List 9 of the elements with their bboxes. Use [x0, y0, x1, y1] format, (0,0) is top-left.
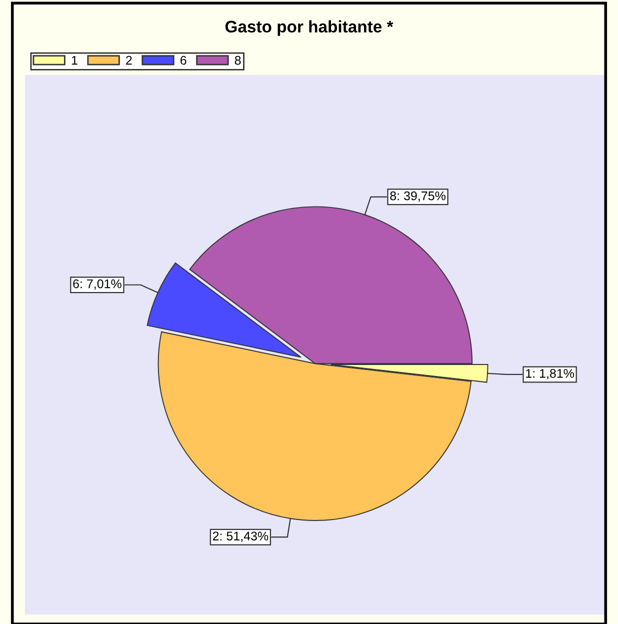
legend-label: 1	[72, 56, 78, 65]
data-label: 1: 1,81%	[526, 368, 574, 380]
data-label: 6: 7,01%	[73, 279, 122, 290]
chart-title: Gasto por habitante *	[225, 20, 394, 36]
data-label: 2: 51,43%	[212, 532, 268, 542]
legend-label: 6	[180, 56, 186, 65]
data-label: 8: 39,75%	[390, 191, 446, 202]
legend-label: 2	[126, 56, 132, 65]
legend-label: 8	[234, 56, 241, 65]
